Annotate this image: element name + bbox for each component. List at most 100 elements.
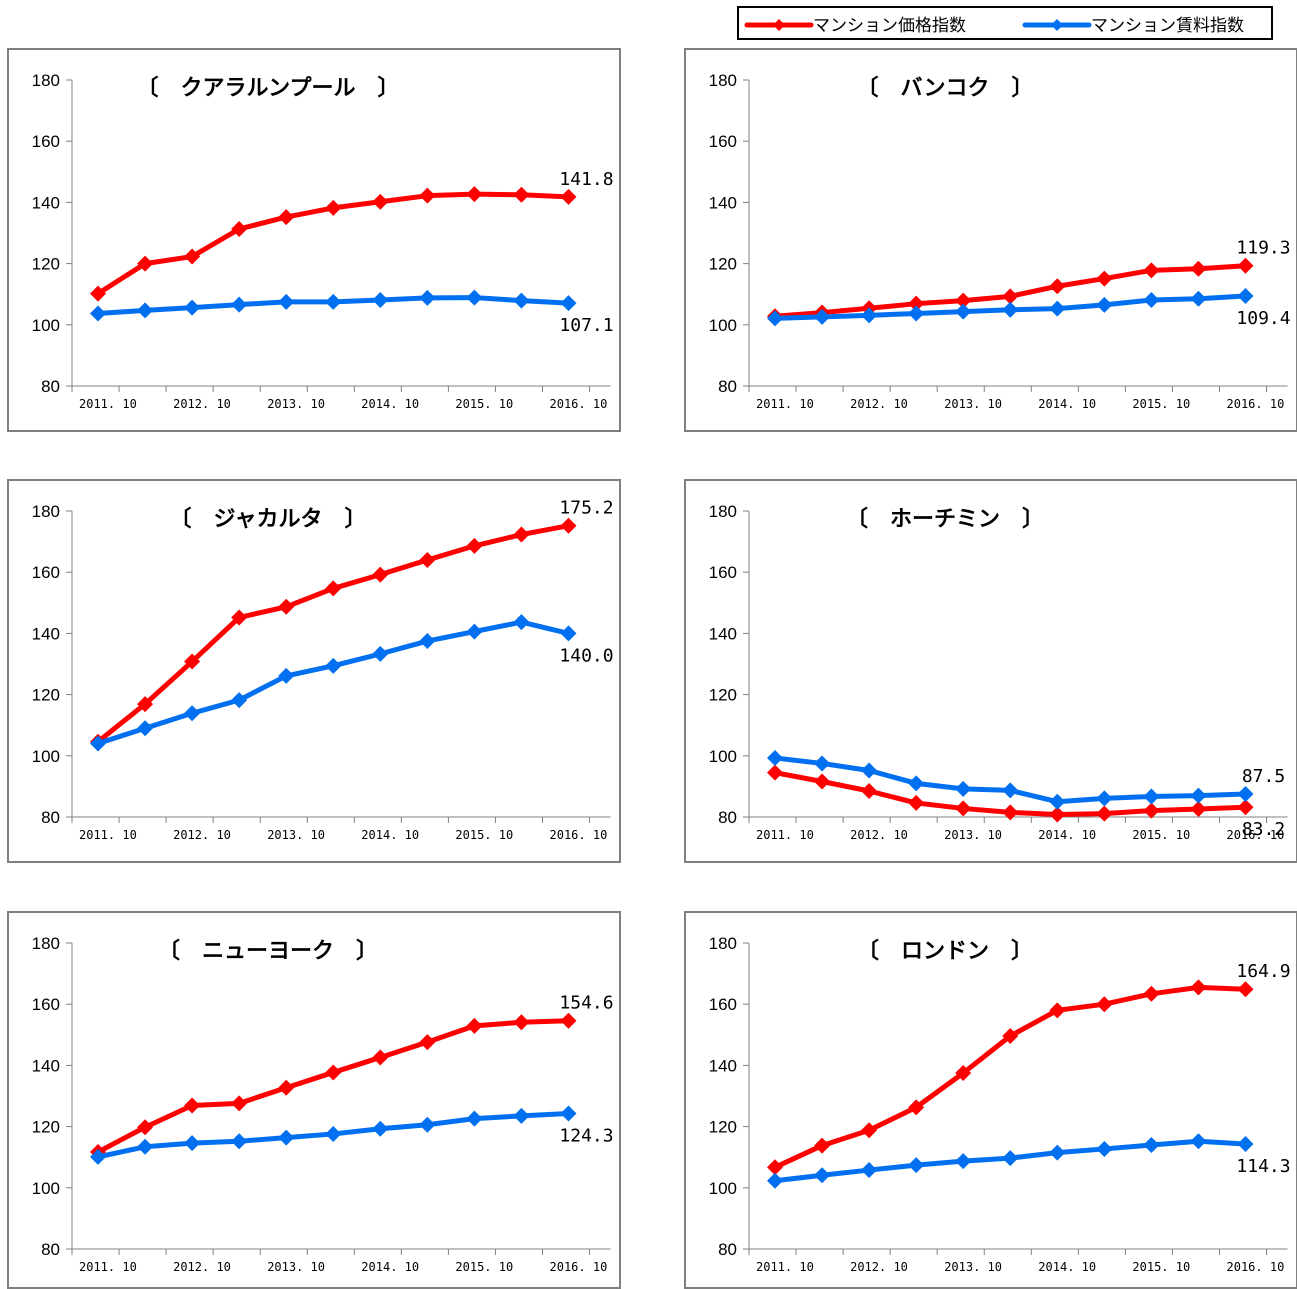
data-point-rent (861, 1162, 878, 1179)
data-point-price (1190, 801, 1207, 818)
y-tick-label: 80 (718, 377, 737, 396)
data-point-price (908, 295, 925, 312)
x-tick-label: 2016. 10 (1227, 1260, 1285, 1274)
data-point-rent (231, 1133, 248, 1150)
data-point-rent (231, 692, 248, 709)
data-point-price (1049, 278, 1066, 295)
data-point-price (1049, 806, 1066, 823)
chart-bangkok: 80 100 120 140 160 180 2011. 10 2012. 10 2013. 1… (684, 48, 1297, 432)
data-label-price: 119.3 (1236, 238, 1290, 259)
y-tick-label: 100 (709, 1179, 737, 1198)
data-point-price (184, 248, 201, 265)
x-tick-label: 2013. 10 (267, 828, 325, 842)
data-point-price (325, 199, 342, 216)
data-point-price (908, 1099, 925, 1116)
data-label-price: 154.6 (559, 993, 613, 1014)
data-label-price: 164.9 (1236, 961, 1290, 982)
x-tick-label: 2014. 10 (1038, 828, 1096, 842)
y-tick-label: 180 (32, 934, 60, 953)
series-line-price (96, 523, 569, 744)
data-point-rent (231, 296, 248, 313)
data-point-rent (908, 1157, 925, 1174)
data-point-rent (1096, 1140, 1113, 1157)
data-point-price (1237, 799, 1254, 816)
data-point-rent (513, 614, 530, 631)
x-tick-label: 2013. 10 (267, 397, 325, 411)
y-tick-label: 160 (709, 563, 737, 582)
legend-marker-1 (773, 19, 785, 31)
data-point-rent (137, 302, 154, 319)
data-point-rent (1190, 787, 1207, 804)
data-label-price: 175.2 (559, 498, 613, 519)
chart-ho-chi-minh: 80 100 120 140 160 180 2011. 10 2012. 10 2013. 1… (684, 479, 1297, 863)
data-point-rent (955, 303, 972, 320)
x-tick-label: 2012. 10 (850, 828, 908, 842)
data-point-price (278, 1079, 295, 1096)
data-point-rent (278, 667, 295, 684)
data-point-price (767, 764, 783, 781)
x-tick-label: 2011. 10 (79, 397, 137, 411)
data-point-rent (1143, 788, 1160, 805)
y-tick-label: 180 (32, 502, 60, 521)
x-tick-label: 2012. 10 (173, 397, 231, 411)
chart-title: 〔 ホーチミン 〕 (846, 507, 1044, 532)
data-point-rent (513, 292, 530, 309)
x-tick-label: 2013. 10 (944, 397, 1002, 411)
x-tick-label: 2016. 10 (1227, 397, 1285, 411)
data-point-price (137, 255, 154, 272)
data-point-rent (1190, 1133, 1207, 1150)
data-point-price (513, 1014, 530, 1031)
x-tick-label: 2016. 10 (550, 1260, 608, 1274)
data-point-rent (1049, 1144, 1066, 1161)
chart-svg-new-york: 80 100 120 140 160 180 2011. 10 2012. 10 2013. 1… (32, 934, 614, 1274)
data-point-rent (184, 1135, 201, 1152)
data-label-rent: 87.5 (1242, 766, 1285, 787)
data-point-rent (90, 735, 106, 752)
data-point-price (1190, 260, 1207, 277)
chart-title: 〔 ニューヨーク 〕 (158, 939, 378, 964)
data-point-price (1049, 1002, 1066, 1019)
x-tick-label: 2013. 10 (944, 1260, 1002, 1274)
data-point-rent (419, 289, 436, 306)
data-point-rent (90, 1148, 106, 1165)
data-point-rent (90, 305, 106, 322)
data-point-rent (372, 645, 389, 662)
data-point-rent (1143, 292, 1160, 309)
data-point-price (325, 1064, 342, 1081)
data-point-price (419, 551, 436, 568)
chart-title: 〔 ロンドン 〕 (857, 939, 1033, 964)
x-tick-label: 2015. 10 (1132, 397, 1190, 411)
legend-marker-2 (1051, 19, 1063, 31)
data-point-rent (1002, 1150, 1019, 1167)
data-point-rent (767, 310, 783, 327)
data-point-rent (325, 293, 342, 310)
data-label-price: 83.2 (1242, 819, 1285, 840)
data-point-price (466, 537, 483, 554)
data-point-rent (184, 299, 201, 316)
data-label-price: 141.8 (559, 169, 613, 190)
x-tick-label: 2012. 10 (173, 1260, 231, 1274)
x-tick-label: 2011. 10 (79, 1260, 137, 1274)
data-point-price (1190, 979, 1207, 996)
y-tick-label: 100 (32, 1179, 60, 1198)
y-tick-label: 100 (709, 747, 737, 766)
data-point-rent (955, 1153, 972, 1170)
y-tick-label: 180 (709, 71, 737, 90)
data-point-rent (1237, 1136, 1254, 1153)
chart-svg-london: 80 100 120 140 160 180 2011. 10 2012. 10 2013. 1… (709, 934, 1291, 1274)
data-point-rent (1049, 793, 1066, 810)
data-point-price (231, 1095, 248, 1112)
x-tick-label: 2014. 10 (1038, 1260, 1096, 1274)
data-point-rent (814, 1167, 831, 1184)
x-tick-label: 2013. 10 (944, 828, 1002, 842)
data-point-rent (861, 762, 878, 779)
data-point-price (861, 1122, 878, 1139)
x-tick-label: 2015. 10 (455, 828, 513, 842)
data-point-rent (372, 1120, 389, 1137)
data-point-price (560, 517, 577, 534)
data-point-rent (1002, 301, 1019, 318)
data-point-price (861, 782, 878, 799)
x-tick-label: 2016. 10 (1227, 828, 1285, 842)
data-point-rent (137, 720, 154, 737)
y-tick-label: 160 (32, 995, 60, 1014)
